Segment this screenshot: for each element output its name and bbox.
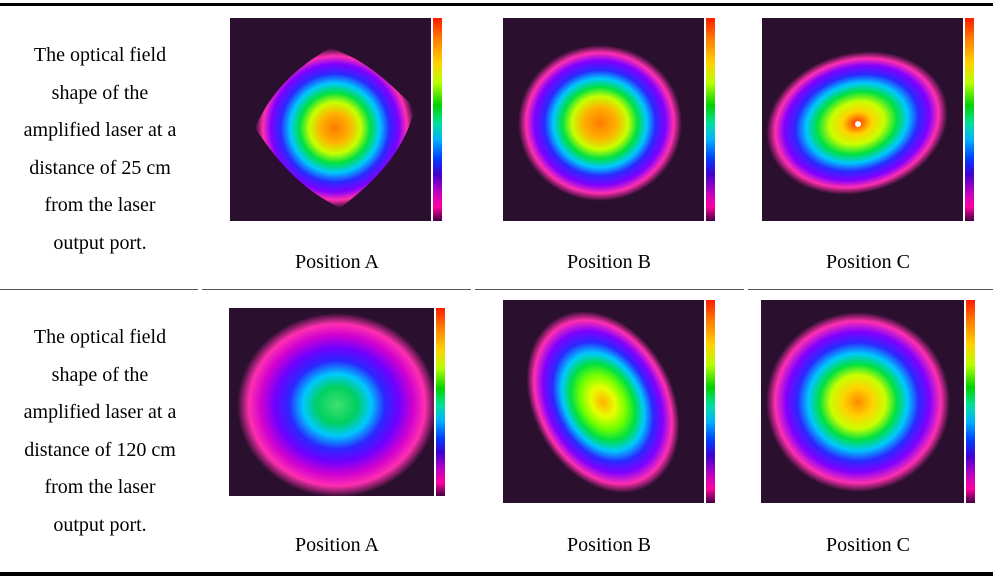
row-separator [475, 289, 744, 290]
row-2-label-line: shape of the [51, 363, 149, 386]
colorbar-120cm-a [436, 308, 445, 496]
row-2-label-line: amplified laser at a [23, 401, 177, 423]
beam-profile-25cm-position-b [503, 18, 704, 221]
position-label-25cm-c: Position C [826, 251, 910, 273]
position-label-25cm-a: Position A [295, 251, 379, 273]
row-2-label: The optical field shape of the amplified… [0, 319, 200, 544]
position-label-120cm-c: Position C [826, 534, 910, 556]
position-label-120cm-a: Position A [295, 534, 379, 556]
row-1-label-line: shape of the [51, 81, 149, 104]
beam-profile-120cm-position-b [503, 300, 704, 503]
colorbar-25cm-b [706, 18, 715, 221]
beam-profile-120cm-position-a [229, 308, 434, 496]
table-top-rule [0, 3, 993, 6]
row-1-label-line: output port. [53, 231, 147, 254]
row-1-label-line: from the laser [44, 194, 156, 216]
row-2-label-line: from the laser [44, 476, 156, 498]
row-2-label-line: The optical field [33, 326, 167, 348]
colorbar-120cm-b [706, 300, 715, 503]
colorbar-25cm-a [433, 18, 442, 221]
row-1-label-line: The optical field [33, 44, 167, 66]
row-1-label-line: distance of 25 cm [29, 156, 171, 179]
row-separator [0, 289, 198, 290]
row-separator [748, 289, 993, 290]
row-2-label-line: output port. [53, 513, 147, 536]
table-bottom-rule [0, 572, 993, 576]
beam-profile-120cm-position-c [761, 300, 964, 503]
beam-profile-25cm-position-a [230, 18, 431, 221]
row-separator [202, 289, 471, 290]
row-2-label-line: distance of 120 cm [24, 438, 176, 461]
row-1-label: The optical field shape of the amplified… [0, 37, 200, 262]
colorbar-25cm-c [965, 18, 974, 221]
position-label-25cm-b: Position B [567, 251, 651, 273]
beam-profile-25cm-position-c [762, 18, 963, 221]
colorbar-120cm-c [966, 300, 975, 503]
position-label-120cm-b: Position B [567, 534, 651, 556]
row-1-label-line: amplified laser at a [23, 119, 177, 141]
